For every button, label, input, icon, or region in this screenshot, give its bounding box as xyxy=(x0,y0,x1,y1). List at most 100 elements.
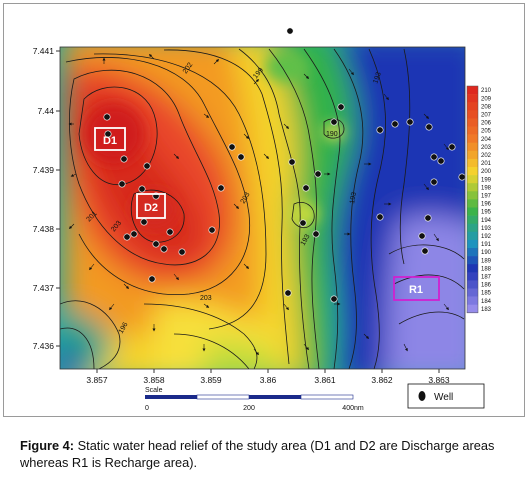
legend-value-label: 201 xyxy=(481,161,492,167)
discharge-area-d2: D2 xyxy=(136,193,166,219)
legend-swatch xyxy=(467,158,478,168)
legend-value-label: 190 xyxy=(481,250,492,256)
legend-swatch xyxy=(467,264,478,273)
legend-swatch xyxy=(467,94,478,103)
legend-swatch xyxy=(467,239,478,249)
legend-value-label: 186 xyxy=(481,283,492,289)
x-tick-label: 3.86 xyxy=(260,375,277,385)
legend-swatch xyxy=(467,215,478,224)
legend-swatch xyxy=(467,142,478,152)
x-tick-label: 3.863 xyxy=(428,375,450,385)
legend-value-label: 188 xyxy=(481,266,492,272)
x-tick-label: 3.858 xyxy=(143,375,165,385)
legend-value-label: 204 xyxy=(481,137,492,143)
legend-swatch xyxy=(467,191,478,200)
legend-value-label: 198 xyxy=(481,185,492,191)
legend-value-label: 193 xyxy=(481,226,492,232)
x-tick-label: 3.861 xyxy=(314,375,336,385)
legend-swatch xyxy=(467,272,478,281)
head-surface xyxy=(60,47,465,369)
legend-swatch xyxy=(467,256,478,265)
legend-value-label: 200 xyxy=(481,169,492,175)
legend-value-label: 187 xyxy=(481,275,492,281)
scale-label-200: 200 xyxy=(243,405,255,412)
legend-value-label: 207 xyxy=(481,113,492,119)
legend-value-label: 184 xyxy=(481,299,492,305)
legend-swatch xyxy=(467,118,478,127)
legend-value-label: 194 xyxy=(481,218,492,224)
well-legend-label: Well xyxy=(434,392,453,403)
recharge-area-r1: R1 xyxy=(393,276,440,301)
legend-value-label: 209 xyxy=(481,96,492,102)
map-figure: 202 199 193 203 201 203 203 190 193 193 … xyxy=(33,27,492,412)
legend-value-label: 195 xyxy=(481,210,492,216)
contour-label: 190 xyxy=(326,131,338,138)
legend-swatch xyxy=(467,199,478,208)
map-border xyxy=(59,46,466,370)
contour-label: 203 xyxy=(200,295,212,302)
contour-label: 193 xyxy=(349,192,358,205)
scale-title: Scale xyxy=(145,387,163,394)
area-label-r1: R1 xyxy=(409,284,423,296)
figure-caption: Figure 4: Static water head relief of th… xyxy=(20,437,515,471)
x-tick-label: 3.857 xyxy=(86,375,108,385)
legend-frame xyxy=(466,85,479,314)
legend-swatch xyxy=(467,134,478,143)
legend-swatch xyxy=(467,167,478,176)
scale-label-400: 400nm xyxy=(342,405,364,412)
contour-label: 193 xyxy=(372,71,383,84)
legend-value-label: 210 xyxy=(481,88,492,94)
contour-label: 196 xyxy=(118,321,130,335)
legend-swatch xyxy=(467,110,478,119)
y-tick-label: 7.439 xyxy=(33,165,55,175)
well-icon xyxy=(418,391,426,401)
y-tick-label: 7.436 xyxy=(33,341,55,351)
legend-swatch xyxy=(467,102,478,111)
scale-bar: Scale 0 200 400nm xyxy=(145,387,364,412)
legend-value-label: 192 xyxy=(481,234,492,240)
contour-lines xyxy=(60,48,465,369)
scale-label-0: 0 xyxy=(145,405,149,412)
caption-prefix: Figure 4: xyxy=(20,438,75,453)
legend-swatch xyxy=(467,280,478,289)
legend-value-label: 196 xyxy=(481,202,492,208)
contour-label: 203 xyxy=(240,191,252,205)
legend-swatch xyxy=(467,288,478,297)
legend-swatch xyxy=(467,126,478,135)
well-legend: Well xyxy=(407,383,485,409)
legend-value-label: 189 xyxy=(481,258,492,264)
legend-swatch xyxy=(467,296,478,305)
discharge-area-d1: D1 xyxy=(94,127,126,151)
legend-swatch xyxy=(467,223,478,233)
contour-label: 193 xyxy=(300,233,312,247)
legend-value-label: 208 xyxy=(481,104,492,110)
legend-swatch xyxy=(467,207,478,216)
legend-swatch xyxy=(467,150,478,160)
area-label-d1: D1 xyxy=(103,135,117,147)
legend-swatch xyxy=(467,175,478,184)
legend-swatch xyxy=(467,86,478,95)
caption-text: Static water head relief of the study ar… xyxy=(20,438,495,470)
figure-frame: 202 199 193 203 201 203 203 190 193 193 … xyxy=(3,3,525,417)
legend-swatch xyxy=(467,304,478,314)
legend-value-label: 197 xyxy=(481,194,492,200)
legend-swatch xyxy=(467,248,478,257)
legend-value-label: 205 xyxy=(481,129,492,135)
legend-value-label: 206 xyxy=(481,121,492,127)
legend-swatch xyxy=(467,231,478,241)
legend-value-label: 191 xyxy=(481,242,492,248)
x-tick-label: 3.862 xyxy=(371,375,393,385)
legend-value-label: 185 xyxy=(481,291,492,297)
legend-swatch xyxy=(467,183,478,192)
legend-value-label: 203 xyxy=(481,145,492,151)
y-tick-label: 7.438 xyxy=(33,224,55,234)
y-tick-label: 7.437 xyxy=(33,283,55,293)
y-axis: 7.441 7.44 7.439 7.438 7.437 7.436 xyxy=(33,46,60,351)
well-markers xyxy=(103,27,466,303)
legend-value-label: 183 xyxy=(481,307,492,313)
area-label-d2: D2 xyxy=(144,202,158,214)
legend-value-label: 199 xyxy=(481,177,492,183)
y-tick-label: 7.441 xyxy=(33,46,55,56)
y-tick-label: 7.44 xyxy=(37,106,54,116)
x-tick-label: 3.859 xyxy=(200,375,222,385)
